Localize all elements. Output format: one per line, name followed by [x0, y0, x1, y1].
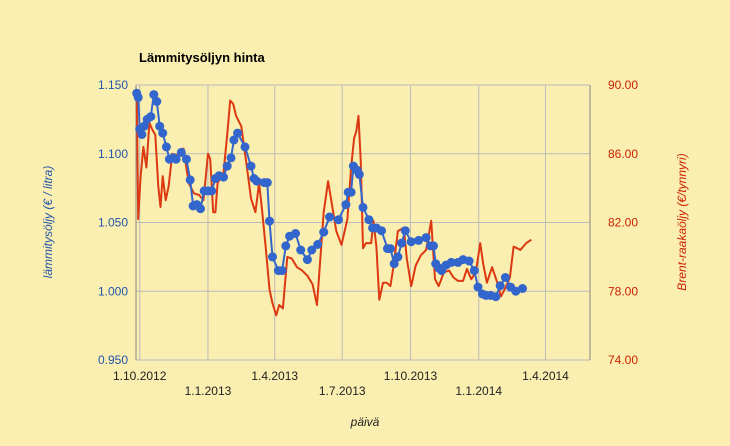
y-tick-right: 82.00 — [608, 216, 638, 230]
heating-oil-point — [262, 178, 272, 188]
heating-oil-point — [171, 154, 181, 164]
heating-oil-point — [307, 245, 317, 255]
heating-oil-point — [229, 135, 239, 145]
y-tick-right: 86.00 — [608, 147, 638, 161]
heating-oil-point — [185, 175, 195, 185]
heating-oil-point — [319, 227, 329, 237]
heating-oil-point — [302, 255, 312, 265]
x-tick-label: 1.10.2013 — [384, 369, 438, 383]
heating-oil-point — [334, 215, 343, 225]
heating-oil-point — [341, 200, 351, 210]
heating-oil-point — [149, 90, 159, 100]
heating-oil-point — [469, 266, 479, 276]
y-tick-left: 1.150 — [98, 78, 128, 92]
point-layer — [132, 88, 527, 302]
heating-oil-point — [240, 142, 250, 152]
heating-oil-point — [133, 92, 143, 102]
heating-oil-point — [491, 292, 501, 302]
y-tick-right: 78.00 — [608, 284, 638, 298]
y-tick-left: 1.000 — [98, 284, 128, 298]
x-axis-label: päivä — [350, 415, 380, 429]
heating-oil-point — [268, 252, 277, 262]
heating-oil-point — [155, 121, 165, 131]
heating-oil-point — [152, 97, 162, 106]
y-axis-label-left: lämmitysöljy (€ / litra) — [41, 166, 55, 279]
y-axis-label-right: Brent-raakaöljy (€/tynnyri) — [675, 153, 689, 290]
heating-oil-point — [464, 256, 474, 266]
heating-oil-point — [325, 212, 335, 222]
heating-oil-point — [377, 226, 386, 236]
y-tick-left: 0.950 — [98, 353, 128, 367]
heating-oil-point — [500, 273, 510, 282]
y-tick-right: 74.00 — [608, 353, 638, 367]
heating-oil-point — [393, 252, 403, 262]
heating-oil-point — [358, 202, 368, 212]
x-tick-label: 1.1.2014 — [455, 384, 502, 398]
heating-oil-point — [158, 128, 168, 138]
heating-oil-point — [196, 204, 205, 214]
tick-layer: 0.950 74.00 1.000 78.00 1.050 82.00 1.100 86.00… — [98, 78, 638, 398]
heating-oil-point — [397, 238, 407, 248]
heating-oil-point — [219, 172, 228, 182]
heating-oil-point — [421, 233, 431, 243]
y-tick-right: 90.00 — [608, 78, 638, 92]
heating-oil-point — [181, 154, 191, 164]
y-tick-left: 1.100 — [98, 147, 128, 161]
heating-oil-point — [346, 187, 356, 197]
series-line-brent — [135, 91, 532, 317]
heating-oil-point — [518, 284, 527, 293]
heating-oil-point — [222, 161, 232, 171]
heating-oil-point — [364, 215, 374, 225]
heating-oil-point — [176, 147, 186, 157]
x-tick-label: 1.7.2013 — [319, 384, 366, 398]
y-tick-left: 1.050 — [98, 216, 128, 230]
chart-title: Lämmitysöljyn hinta — [139, 50, 265, 65]
heating-oil-point — [385, 244, 395, 254]
heating-oil-point — [495, 281, 505, 291]
heating-oil-point — [233, 128, 243, 138]
heating-oil-point — [226, 153, 236, 163]
heating-oil-point — [281, 241, 291, 251]
x-tick-label: 1.1.2013 — [185, 384, 232, 398]
heating-oil-point — [252, 176, 262, 186]
heating-oil-point — [265, 216, 274, 226]
x-tick-label: 1.4.2013 — [251, 369, 298, 383]
heating-oil-point — [473, 282, 483, 292]
heating-oil-point — [313, 240, 323, 249]
heating-oil-point — [446, 257, 456, 267]
heating-oil-point — [400, 226, 410, 236]
x-tick-label: 1.4.2014 — [522, 369, 569, 383]
heating-oil-point — [389, 259, 399, 269]
heating-oil-point — [406, 237, 416, 247]
heating-oil-point — [354, 169, 364, 179]
heating-oil-point — [139, 121, 149, 131]
heating-oil-point — [291, 229, 300, 238]
heating-oil-point — [277, 266, 287, 276]
heating-oil-point — [246, 161, 256, 171]
heating-oil-point — [414, 235, 424, 245]
heating-oil-point — [161, 142, 171, 152]
heating-oil-point — [137, 130, 147, 139]
heating-oil-point — [146, 112, 156, 122]
x-tick-label: 1.10.2012 — [113, 369, 167, 383]
heating-oil-point — [296, 245, 306, 255]
heating-oil-point — [207, 186, 217, 196]
heating-oil-point — [429, 241, 438, 251]
